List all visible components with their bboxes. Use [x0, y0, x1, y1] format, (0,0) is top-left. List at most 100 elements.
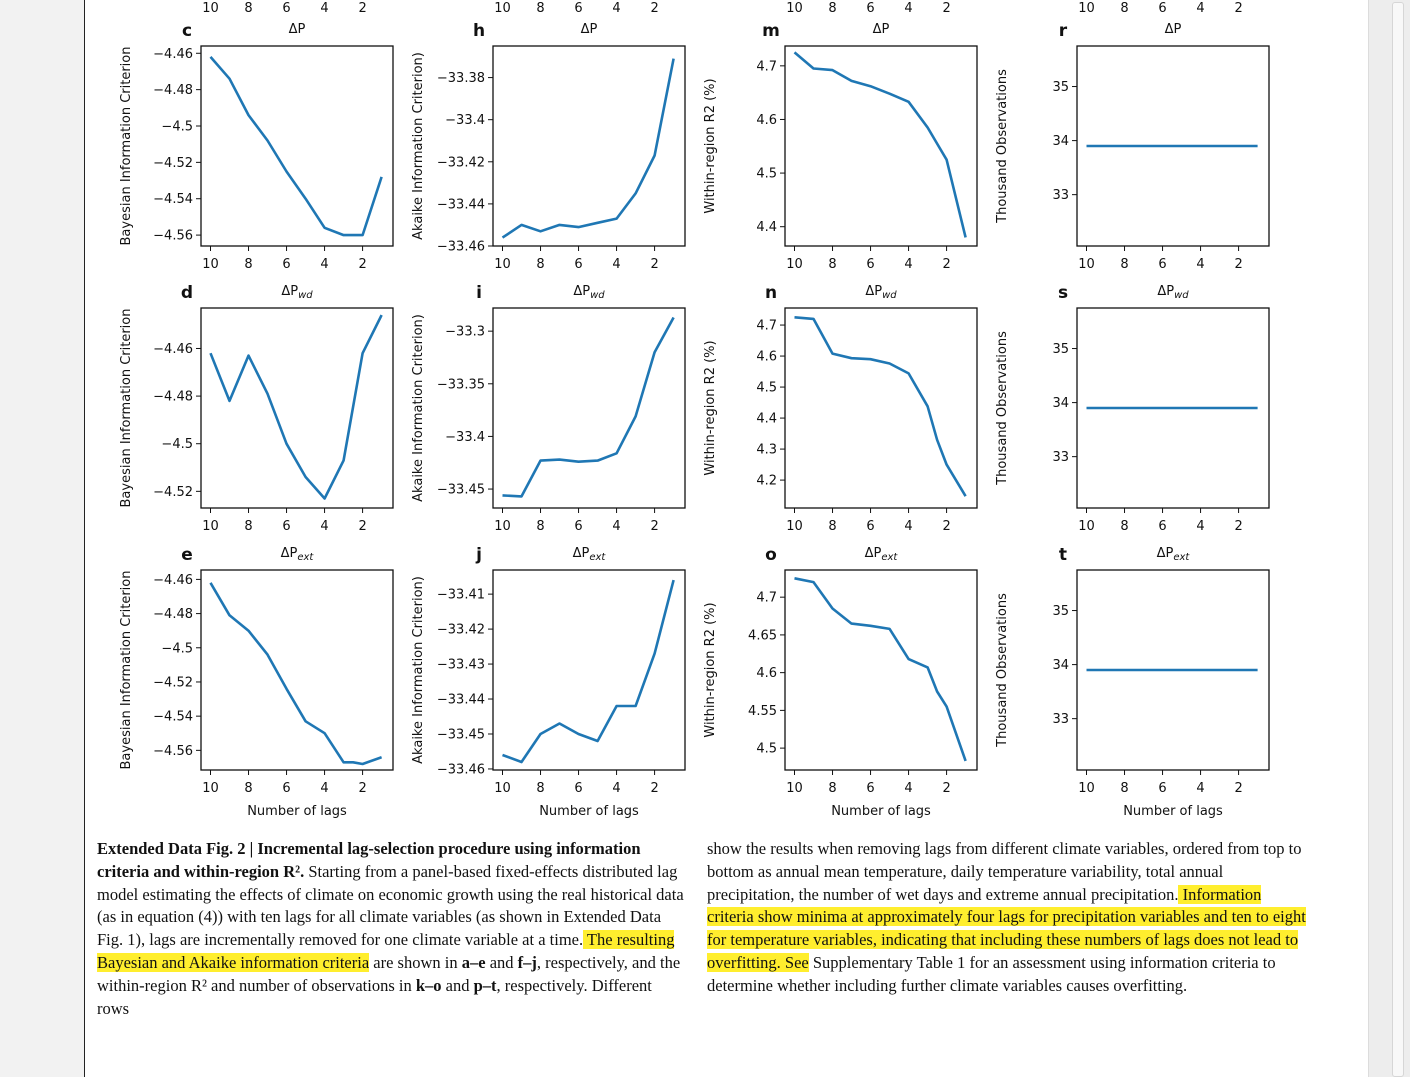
- x-tick-label: 2: [358, 257, 366, 272]
- y-axis-label: Akaike Information Criterion): [411, 314, 426, 502]
- x-tick-label: 10: [494, 257, 511, 272]
- x-tick-label: 6: [574, 519, 582, 534]
- x-axis-label: Number of lags: [539, 804, 639, 819]
- y-tick-label: −4.54: [153, 710, 193, 725]
- panel-letter-m: m: [762, 21, 780, 41]
- x-tick-label: 4: [320, 257, 328, 272]
- y-tick-label: −33.38: [437, 71, 485, 86]
- panel-title-c: ΔP: [289, 22, 306, 37]
- y-tick-label: −33.4: [445, 113, 485, 128]
- y-tick-label: −33.44: [437, 693, 485, 708]
- caption-text: are shown in: [369, 952, 462, 972]
- x-tick-label: 4: [320, 781, 328, 796]
- top-row-x-tick-label: 4: [904, 1, 912, 16]
- top-row-x-tick-label: 6: [574, 1, 582, 16]
- y-tick-label: 4.6: [756, 113, 777, 128]
- x-tick-label: 8: [244, 257, 252, 272]
- y-axis-label: Thousand Observations: [995, 69, 1010, 224]
- caption-text: show the results when removing lags from…: [707, 839, 1302, 904]
- y-axis-label: Bayesian Information Criterion: [119, 309, 134, 508]
- panel-title-e: ΔPext: [281, 546, 315, 563]
- panel-title-d: ΔPwd: [281, 284, 313, 301]
- panel-letter-o: o: [765, 545, 777, 565]
- x-tick-label: 2: [358, 519, 366, 534]
- caption-text: Supplementary Table 1 for an assessment …: [707, 952, 1276, 995]
- y-tick-label: −33.42: [437, 155, 485, 170]
- x-tick-label: 10: [202, 781, 219, 796]
- y-tick-label: −4.52: [153, 156, 193, 171]
- x-tick-label: 6: [282, 781, 290, 796]
- x-tick-label: 8: [1120, 781, 1128, 796]
- x-tick-label: 8: [244, 519, 252, 534]
- y-tick-label: −33.46: [437, 240, 485, 255]
- panel-letter-c: c: [182, 21, 192, 41]
- series-line-n: [794, 316, 967, 497]
- y-tick-label: −4.48: [153, 390, 193, 405]
- plot-frame-h: [492, 45, 686, 247]
- x-tick-label: 4: [612, 781, 620, 796]
- y-tick-label: −4.46: [153, 573, 193, 588]
- y-tick-label: 4.3: [756, 443, 777, 458]
- y-tick-label: −33.41: [437, 588, 485, 603]
- caption-text: , respectively. Different rows: [97, 975, 652, 1018]
- panel-title-m: ΔP: [873, 22, 890, 37]
- y-tick-label: 4.6: [756, 666, 777, 681]
- y-axis-label: Akaike Information Criterion): [411, 576, 426, 764]
- panel-ref: p–t: [473, 975, 497, 995]
- x-tick-label: 2: [358, 781, 366, 796]
- extended-data-figure: c ΔP−4.46−4.48−4.5−4.52−4.54−4.56Bayesian…: [119, 1, 1270, 819]
- y-tick-label: 34: [1052, 658, 1069, 673]
- caption-text: and: [485, 952, 518, 972]
- y-tick-label: 34: [1052, 134, 1069, 149]
- x-tick-label: 8: [1120, 257, 1128, 272]
- plot-frame-o: [784, 569, 978, 771]
- y-axis-label: Thousand Observations: [995, 331, 1010, 486]
- y-axis-label: Bayesian Information Criterion: [119, 571, 134, 770]
- x-tick-label: 4: [1196, 257, 1204, 272]
- caption-left-column: Extended Data Fig. 2 | Incremental lag-s…: [97, 838, 687, 1020]
- plot-frame-e: [200, 569, 394, 771]
- top-row-x-tick-label: 4: [320, 1, 328, 16]
- panel-title-r: ΔP: [1165, 22, 1182, 37]
- y-tick-label: 4.55: [748, 704, 777, 719]
- x-tick-label: 2: [1234, 519, 1242, 534]
- y-axis-label: Thousand Observations: [995, 593, 1010, 748]
- y-axis-label: Within-region R2 (%): [703, 78, 718, 213]
- y-tick-label: 4.6: [756, 350, 777, 365]
- plot-frame-r: [1076, 45, 1270, 247]
- plot-frame-t: [1076, 569, 1270, 771]
- plot-frame-n: [784, 307, 978, 509]
- series-line-h: [501, 58, 675, 239]
- y-tick-label: −4.48: [153, 607, 193, 622]
- panel-ref: f–j: [517, 952, 537, 972]
- x-tick-label: 10: [786, 519, 803, 534]
- top-row-x-tick-label: 2: [1234, 1, 1242, 16]
- y-tick-label: −4.5: [161, 120, 193, 135]
- panel-letter-j: j: [475, 545, 482, 565]
- top-row-x-tick-label: 6: [282, 1, 290, 16]
- plot-frame-m: [784, 45, 978, 247]
- y-tick-label: 35: [1052, 342, 1069, 357]
- y-tick-label: −33.45: [437, 483, 485, 498]
- y-tick-label: 4.4: [756, 220, 777, 235]
- y-tick-label: −33.35: [437, 377, 485, 392]
- y-tick-label: 4.5: [756, 381, 777, 396]
- panel-letter-r: r: [1059, 21, 1068, 41]
- x-tick-label: 8: [828, 781, 836, 796]
- plot-frame-d: [200, 307, 394, 509]
- x-tick-label: 2: [1234, 257, 1242, 272]
- x-tick-label: 6: [282, 519, 290, 534]
- x-axis-label: Number of lags: [1123, 804, 1223, 819]
- x-tick-label: 4: [1196, 781, 1204, 796]
- x-tick-label: 8: [1120, 519, 1128, 534]
- top-row-x-tick-label: 10: [494, 1, 511, 16]
- series-line-d: [209, 314, 383, 500]
- y-tick-label: −33.4: [445, 430, 485, 445]
- x-tick-label: 6: [282, 257, 290, 272]
- caption-right-column: show the results when removing lags from…: [707, 838, 1307, 998]
- x-tick-label: 6: [574, 781, 582, 796]
- panel-letter-n: n: [765, 283, 777, 303]
- y-tick-label: −4.46: [153, 342, 193, 357]
- x-tick-label: 8: [536, 781, 544, 796]
- x-tick-label: 10: [1078, 781, 1095, 796]
